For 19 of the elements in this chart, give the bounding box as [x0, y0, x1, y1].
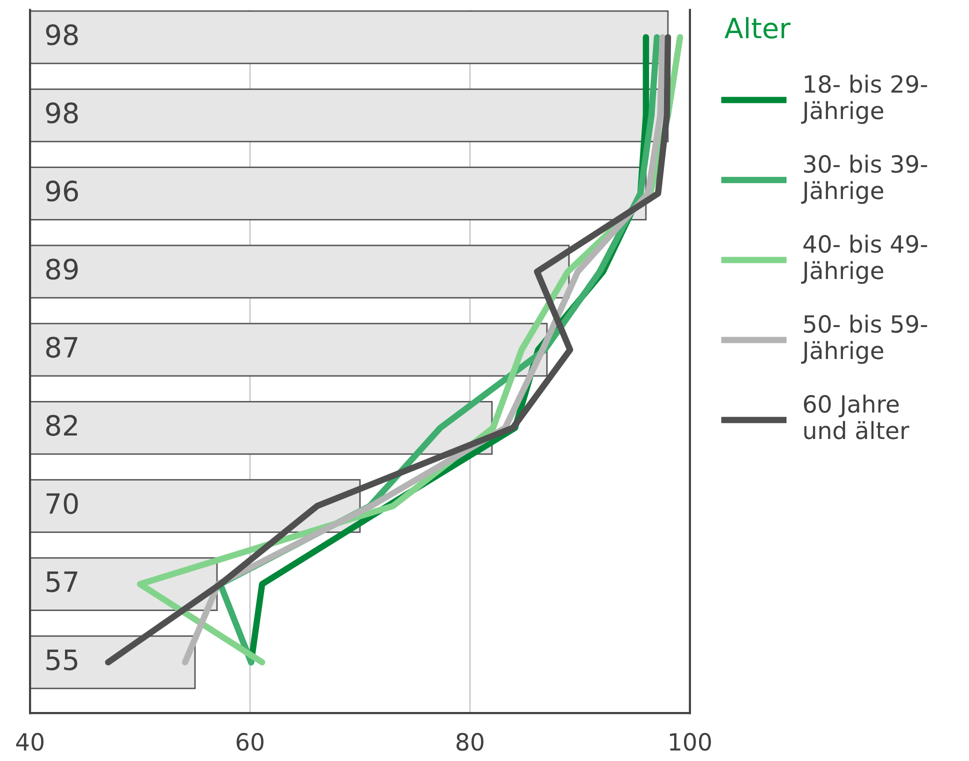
x-tick-label: 80: [456, 732, 484, 751]
legend-label: 30- bis 39- Jährige: [801, 154, 928, 204]
x-tick-label: 60: [236, 732, 264, 751]
legend-label: 60 Jahre und älter: [804, 394, 910, 440]
legend-label: 40- bis 49- Jährige: [801, 234, 928, 284]
data-label: 87: [46, 336, 78, 358]
data-label: 55: [46, 650, 78, 670]
legend-title: Alter: [724, 17, 790, 39]
data-label: 96: [46, 180, 78, 202]
legend-label: 18- bis 29- Jährige: [801, 74, 928, 124]
x-tick-label: 100: [670, 732, 711, 751]
data-label: 82: [46, 414, 77, 436]
data-label: 89: [46, 258, 78, 280]
data-label: 57: [46, 572, 78, 592]
data-label: 98: [46, 24, 78, 46]
data-label: 70: [46, 493, 78, 514]
x-tick-label: 40: [16, 732, 44, 751]
legend-label: 50- bis 59- Jährige: [801, 314, 928, 364]
data-label: 98: [46, 102, 78, 124]
